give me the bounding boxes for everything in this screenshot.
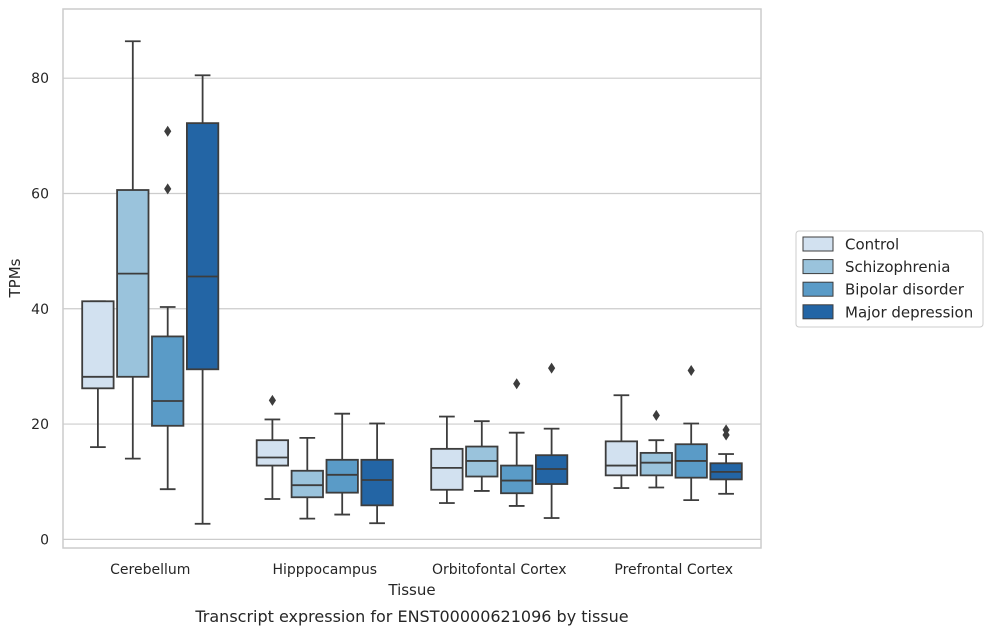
x-tick-labels: Cerebellum Hipppocampus Orbitofontal Corte…	[110, 562, 733, 578]
box-orbitofontal-cortex-major-depression	[534, 362, 569, 519]
legend-label: Major depression	[845, 303, 973, 321]
box-prefrontal-cortex-major-depression	[709, 424, 743, 495]
box-cerebellum-major-depression	[185, 74, 220, 525]
legend-label: Schizophrenia	[845, 258, 950, 276]
legend: Control Schizophrenia Bipolar disorder Majo…	[795, 230, 984, 328]
box-iqr	[360, 458, 394, 507]
y-tick-labels: 0 20 40 60 80	[31, 71, 49, 548]
box-iqr	[430, 447, 464, 491]
outlier-marker	[548, 362, 556, 374]
box-iqr	[500, 464, 534, 495]
legend-frame	[795, 230, 984, 328]
legend-label: Control	[845, 236, 899, 254]
box-iqr	[81, 300, 115, 390]
box-cerebellum-bipolar-disorder	[151, 125, 185, 491]
box-hipppocampus-bipolar-disorder	[325, 412, 359, 516]
legend-swatch	[802, 281, 834, 297]
box-iqr	[116, 189, 150, 378]
y-tick-label: 0	[40, 532, 49, 548]
box-iqr	[325, 458, 359, 494]
legend-swatch	[802, 304, 834, 320]
outlier-marker	[164, 183, 172, 195]
box-iqr	[255, 439, 290, 467]
legend-swatch	[802, 259, 834, 275]
chart-caption: Transcript expression for ENST0000062109…	[194, 607, 628, 626]
outlier-marker	[652, 409, 660, 421]
box-iqr	[290, 469, 324, 499]
x-tick-label: Prefrontal Cortex	[614, 562, 733, 578]
y-tick-label: 20	[31, 417, 49, 433]
x-tick-label: Orbitofontal Cortex	[432, 562, 567, 578]
box-prefrontal-cortex-schizophrenia	[639, 409, 673, 489]
legend-items: Control Schizophrenia Bipolar disorder Majo…	[802, 236, 973, 321]
box-cerebellum-schizophrenia	[116, 40, 150, 460]
outlier-marker	[164, 125, 172, 137]
y-tick-label: 40	[31, 302, 49, 318]
box-iqr	[151, 335, 185, 427]
box-orbitofontal-cortex-bipolar-disorder	[500, 378, 534, 507]
box-orbitofontal-cortex-schizophrenia	[465, 420, 499, 492]
x-axis-title: Tissue	[387, 581, 435, 599]
x-tick-label: Hipppocampus	[272, 562, 377, 578]
box-hipppocampus-schizophrenia	[290, 436, 324, 520]
box-orbitofontal-cortex-control	[430, 415, 464, 504]
y-tick-label: 80	[31, 71, 49, 87]
box-iqr	[185, 122, 220, 371]
y-axis-title: TPMs	[6, 258, 24, 298]
outlier-marker	[268, 394, 276, 406]
box-prefrontal-cortex-control	[604, 394, 639, 489]
outlier-marker	[722, 424, 730, 436]
box-hipppocampus-major-depression	[360, 422, 394, 525]
legend-label: Bipolar disorder	[845, 281, 965, 299]
y-tick-label: 60	[31, 186, 49, 202]
box-iqr	[604, 440, 639, 477]
outlier-marker	[513, 378, 521, 390]
x-tick-label: Cerebellum	[110, 562, 190, 578]
box-iqr	[639, 451, 673, 477]
box-groups	[81, 40, 743, 525]
outlier-marker	[687, 364, 695, 376]
box-prefrontal-cortex-bipolar-disorder	[674, 364, 708, 502]
box-hipppocampus-control	[255, 394, 290, 500]
box-cerebellum-control	[81, 300, 115, 449]
legend-swatch	[802, 236, 834, 252]
